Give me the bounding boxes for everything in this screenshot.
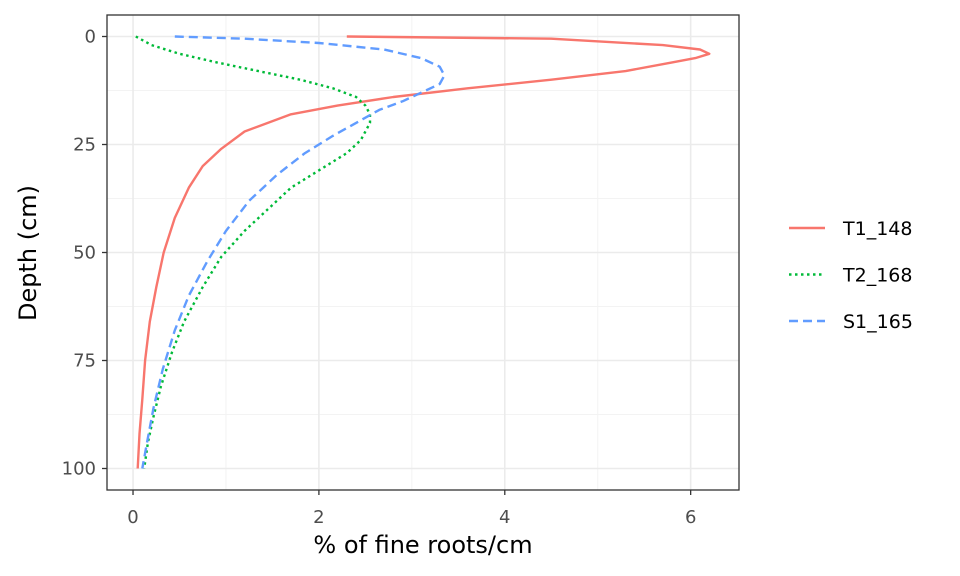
legend-label: S1_165 bbox=[843, 311, 913, 333]
legend-label: T1_148 bbox=[842, 218, 912, 240]
y-tick-label: 0 bbox=[85, 27, 96, 48]
x-tick-label: 6 bbox=[685, 507, 696, 528]
x-tick-label: 4 bbox=[499, 507, 510, 528]
axis-ticks: 0 2 4 6 0 25 50 75 100 bbox=[62, 27, 697, 529]
y-tick-label: 50 bbox=[73, 243, 96, 264]
x-tick-label: 0 bbox=[127, 507, 138, 528]
y-axis-title: Depth (cm) bbox=[14, 185, 42, 321]
y-tick-label: 25 bbox=[73, 135, 96, 156]
x-axis-title: % of fine roots/cm bbox=[313, 531, 532, 559]
x-tick-label: 2 bbox=[313, 507, 324, 528]
grid bbox=[107, 15, 739, 490]
legend: T1_148 T2_168 S1_165 bbox=[789, 218, 913, 333]
series-line-s1_165 bbox=[141, 35, 446, 469]
series-line-t2_168 bbox=[135, 35, 372, 469]
y-tick-label: 75 bbox=[73, 351, 96, 372]
plot-lines bbox=[135, 35, 711, 469]
series-line-t1_148 bbox=[136, 35, 711, 469]
y-tick-label: 100 bbox=[62, 459, 96, 480]
legend-label: T2_168 bbox=[842, 265, 912, 287]
